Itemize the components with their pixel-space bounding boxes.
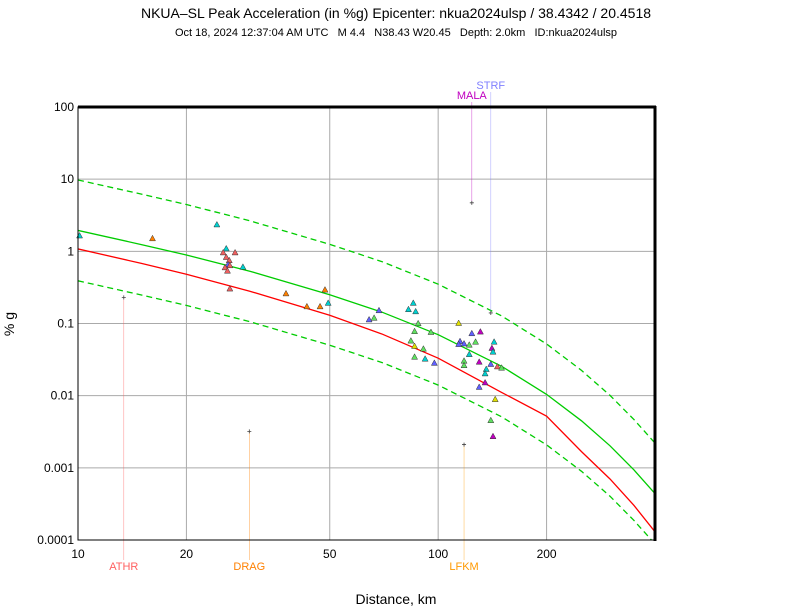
station-cross-icon: [121, 295, 126, 300]
data-point-triangle: [455, 319, 463, 326]
data-point-triangle: [213, 220, 221, 228]
axis-ticks: 10 20 50 100 200 0.0001 0.001 0.01 0.1 1 10 100: [37, 100, 557, 561]
data-point-triangle: [412, 307, 420, 315]
data-point-triangle: [427, 328, 435, 335]
x-tick-label: 10: [71, 547, 85, 561]
data-point-triangle: [465, 350, 473, 357]
x-tick-label: 20: [180, 547, 194, 561]
station-cross-icon: [469, 200, 474, 205]
data-point-triangle: [498, 364, 506, 371]
data-point-triangle: [491, 395, 499, 402]
y-tick-label: 1: [67, 244, 74, 258]
data-point-triangle: [430, 359, 438, 366]
data-point-triangle: [226, 261, 234, 269]
data-point-triangle: [411, 327, 418, 334]
data-point-triangle: [481, 378, 489, 386]
y-tick-label: 0.0001: [37, 533, 74, 547]
data-point-triangle: [221, 263, 229, 271]
x-tick-label: 200: [537, 547, 557, 561]
data-point-triangle: [149, 234, 156, 242]
data-point-triangle: [475, 358, 483, 365]
data-point-triangle: [476, 328, 484, 335]
station-label: ATHR: [109, 561, 138, 573]
data-point-triangle: [490, 338, 498, 345]
curves: [78, 179, 655, 540]
data-point-triangle: [472, 338, 479, 345]
data-point-triangle: [411, 342, 418, 349]
data-point-triangle: [460, 361, 468, 368]
data-point-triangle: [239, 263, 247, 270]
x-tick-label: 50: [323, 547, 337, 561]
data-point-triangle: [370, 314, 378, 321]
data-point-triangle: [226, 285, 234, 292]
data-point-triangle: [489, 432, 497, 439]
data-point-triangle: [222, 253, 230, 260]
data-point-triangle: [421, 355, 429, 362]
data-point-triangle: [488, 344, 496, 351]
y-tick-label: 100: [54, 100, 74, 114]
data-point-triangle: [224, 267, 231, 274]
data-point-triangle: [414, 319, 422, 327]
data-point-triangle: [219, 248, 227, 256]
data-point-triangle: [316, 302, 324, 310]
y-tick-label: 0.1: [57, 317, 74, 331]
data-point-triangle: [468, 329, 476, 337]
data-point-triangle: [455, 340, 463, 347]
data-point-triangle: [282, 289, 290, 297]
station-label: LFKM: [449, 561, 478, 573]
station-cross-icon: [462, 442, 467, 447]
data-point-triangle: [375, 306, 383, 314]
curve-median-green: [78, 229, 655, 495]
data-point-triangle: [76, 231, 83, 239]
data-point-triangle: [489, 348, 497, 355]
data-point-triangle: [321, 286, 329, 293]
station-label: MALA: [457, 90, 488, 102]
y-tick-label: 0.01: [51, 389, 75, 403]
y-tick-label: 10: [61, 172, 75, 186]
data-point-triangle: [460, 339, 468, 347]
y-axis-label: % g: [1, 312, 17, 336]
x-axis-label: Distance, km: [356, 591, 437, 607]
data-point-triangle: [365, 315, 373, 323]
data-point-triangle: [419, 345, 427, 352]
data-point-triangle: [409, 299, 417, 306]
data-point-triangle: [493, 362, 501, 370]
x-tick-label: 100: [428, 547, 448, 561]
data-point-triangle: [481, 369, 489, 377]
curve-upper-green: [78, 179, 655, 444]
data-points: [76, 220, 506, 439]
data-point-triangle: [487, 360, 495, 367]
curve-median-red: [78, 248, 655, 533]
station-label: DRAG: [233, 561, 265, 573]
data-point-triangle: [487, 416, 495, 423]
data-point-triangle: [407, 337, 415, 344]
data-point-triangle: [231, 248, 239, 256]
data-point-triangle: [303, 302, 311, 310]
station-label: STRF: [476, 80, 505, 92]
chart-subtitle: Oct 18, 2024 12:37:04 AM UTC M 4.4 N38.4…: [175, 27, 617, 39]
data-point-triangle: [482, 365, 490, 372]
data-point-triangle: [411, 353, 418, 360]
data-point-triangle: [222, 244, 230, 252]
grid: [77, 106, 655, 541]
data-point-triangle: [405, 305, 412, 313]
data-point-triangle: [324, 299, 332, 306]
y-tick-label: 0.001: [44, 461, 74, 475]
curve-lower-green: [78, 280, 653, 540]
data-point-triangle: [475, 383, 483, 390]
station-cross-icon: [488, 310, 493, 315]
data-point-triangle: [465, 341, 473, 348]
station-cross-icon: [247, 429, 252, 434]
chart-title: NKUA–SL Peak Acceleration (in %g) Epicen…: [141, 5, 651, 21]
